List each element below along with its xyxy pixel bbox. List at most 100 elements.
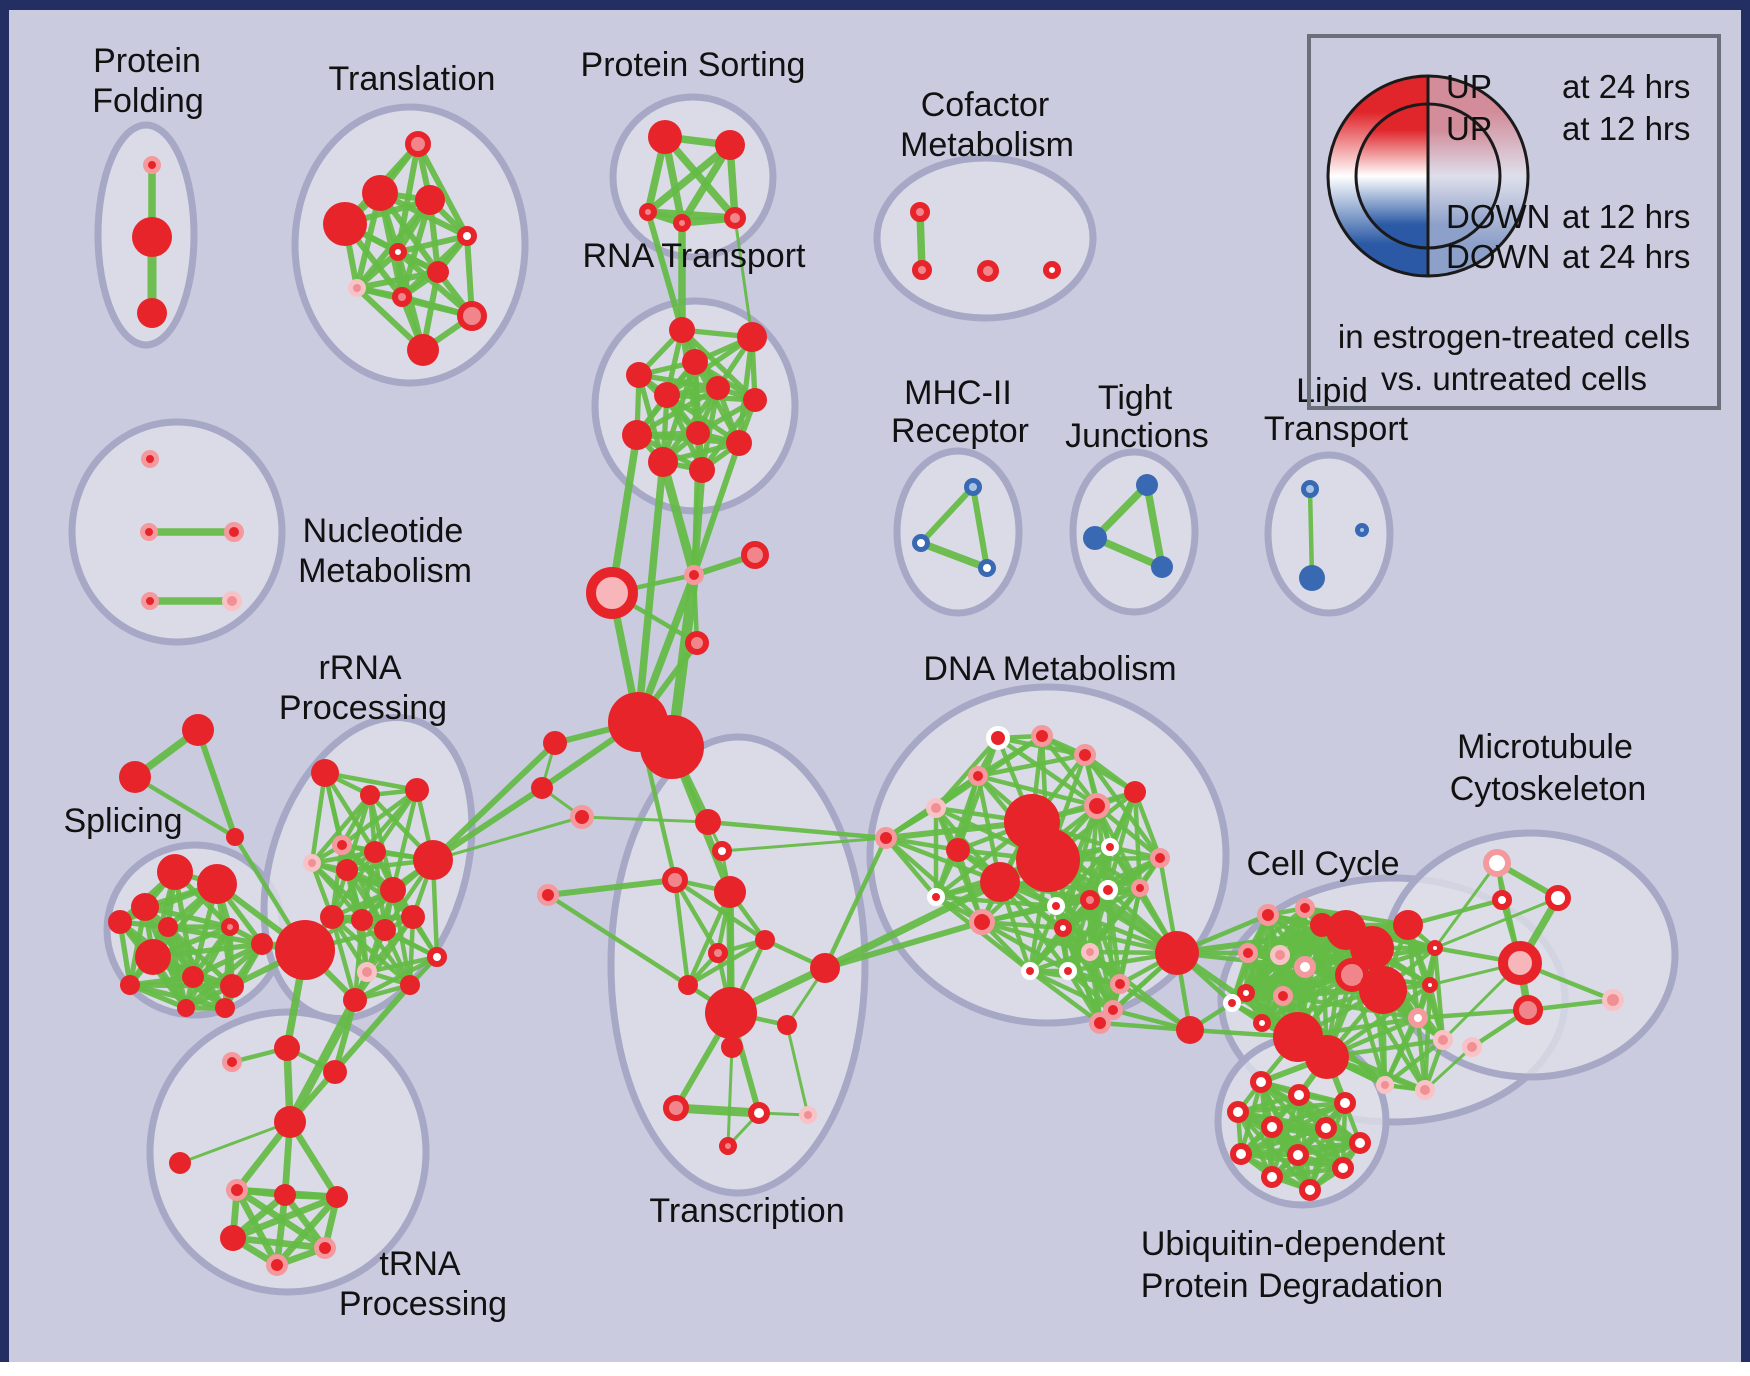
legend-direction-0: UP	[1446, 68, 1492, 105]
network-edge	[664, 334, 755, 398]
cluster-label-tight-junctions: Junctions	[1065, 417, 1209, 455]
network-edge	[273, 1191, 289, 1269]
gene-node-tl11	[407, 334, 439, 366]
gene-node-dn19	[1059, 962, 1077, 980]
gene-node-sp4	[108, 910, 132, 934]
gene-node-tl7	[427, 261, 449, 283]
gene-node-tj2	[1083, 526, 1107, 550]
gene-node-rt12	[689, 457, 715, 483]
network-edge	[1415, 1007, 1531, 1021]
gene-node-hx8	[685, 631, 709, 655]
network-edge	[705, 819, 889, 841]
cluster-label-tight-junctions: Tight	[1098, 379, 1173, 417]
gene-node-tx9	[705, 987, 757, 1039]
network-edge	[821, 878, 1004, 972]
gene-node-sp8	[135, 939, 171, 975]
gene-node-sp9	[182, 966, 204, 988]
gene-node-tx3	[662, 867, 688, 893]
gene-node-tx15	[719, 1137, 737, 1155]
gene-node-cc21	[1433, 1030, 1453, 1050]
gene-node-rr1	[311, 759, 339, 787]
gene-node-nm3	[224, 522, 244, 542]
gene-node-dn16	[1047, 897, 1065, 915]
gene-node-tx2	[712, 841, 732, 861]
network-edge	[309, 770, 328, 866]
gene-node-tn2	[274, 1035, 300, 1061]
gene-node-tn8	[326, 1186, 348, 1208]
gene-node-ub5	[1261, 1116, 1283, 1138]
network-edge	[1132, 789, 1163, 861]
cluster-label-microtubule-cytoskeleton: Microtubule	[1457, 728, 1633, 766]
network-edge	[1027, 903, 1059, 974]
gene-node-dn5	[926, 798, 946, 818]
network-edge	[415, 141, 470, 239]
gene-node-rr4	[332, 835, 352, 855]
gene-node-cc5	[1350, 926, 1394, 970]
gene-node-rt2	[737, 322, 767, 352]
gene-node-cc22	[1376, 1076, 1394, 1094]
gene-node-ub4	[1227, 1101, 1249, 1123]
gene-node-rt4	[626, 362, 652, 388]
network-edge	[390, 787, 420, 893]
gene-node-tj3	[1151, 556, 1173, 578]
network-edge	[285, 995, 360, 1127]
gene-node-dn17	[1081, 943, 1099, 961]
gene-node-tj1	[1136, 474, 1158, 496]
network-edge	[679, 327, 758, 403]
cluster-label-protein-folding: Folding	[92, 82, 204, 120]
gene-node-sp13	[177, 999, 195, 1017]
legend-note-1: in estrogen-treated cells	[1338, 318, 1690, 355]
network-edge	[661, 133, 739, 222]
legend-time-1: at 12 hrs	[1562, 110, 1690, 147]
gene-node-cc18	[1427, 940, 1443, 956]
network-edge	[671, 1103, 764, 1118]
gene-node-mt1	[1483, 849, 1511, 877]
network-edge	[1091, 481, 1151, 542]
gene-node-tn3	[323, 1060, 347, 1084]
gene-node-rr17	[343, 988, 367, 1012]
network-edge	[1065, 897, 1093, 974]
gene-node-dn4	[968, 766, 988, 786]
network-edge	[322, 770, 378, 855]
gene-node-ub2	[1288, 1084, 1310, 1106]
gene-node-sp1	[157, 854, 193, 890]
gene-node-dn10	[1150, 848, 1170, 868]
network-edge	[127, 982, 235, 989]
gene-node-dn13	[980, 862, 1020, 902]
gene-node-hx3	[543, 731, 567, 755]
gene-node-dn12	[1016, 828, 1080, 892]
gene-node-hx10	[537, 884, 559, 906]
network-edge	[178, 1120, 292, 1165]
gene-node-tx1	[695, 809, 721, 835]
network-edge	[545, 877, 678, 898]
gene-node-dn22	[1098, 880, 1118, 900]
gene-node-dn28	[1131, 879, 1149, 897]
network-edge	[431, 815, 584, 862]
network-edge	[658, 457, 699, 580]
gene-node-tn9	[220, 1225, 246, 1251]
network-edge	[1382, 1015, 1421, 1088]
cluster-label-trna-processing: Processing	[339, 1285, 507, 1323]
gene-node-tn1	[222, 1052, 242, 1072]
network-edge	[1087, 897, 1116, 1013]
gene-node-mt3	[1545, 885, 1571, 911]
gene-node-cf4	[1043, 261, 1061, 279]
gene-node-tx11	[721, 1036, 743, 1058]
gene-node-rt9	[686, 421, 710, 445]
gene-node-dn26	[1089, 1012, 1111, 1034]
gene-node-dn3	[1074, 744, 1096, 766]
network-edge	[1238, 1125, 1329, 1157]
cluster-label-ubiquitin-degradation: Protein Degradation	[1141, 1267, 1443, 1305]
gene-node-dn7	[1124, 781, 1146, 803]
legend-box	[1307, 34, 1721, 410]
network-edge	[1060, 885, 1143, 931]
gene-node-rr7	[336, 859, 358, 881]
gene-node-cc19	[1422, 977, 1438, 993]
gene-node-cc15	[1273, 986, 1293, 1006]
gene-node-tl10	[457, 301, 487, 331]
network-edge	[339, 787, 420, 848]
cluster-label-rna-transport: RNA Transport	[583, 237, 807, 275]
gene-node-tx7	[678, 975, 698, 995]
cluster-label-protein-folding: Protein	[93, 42, 201, 80]
